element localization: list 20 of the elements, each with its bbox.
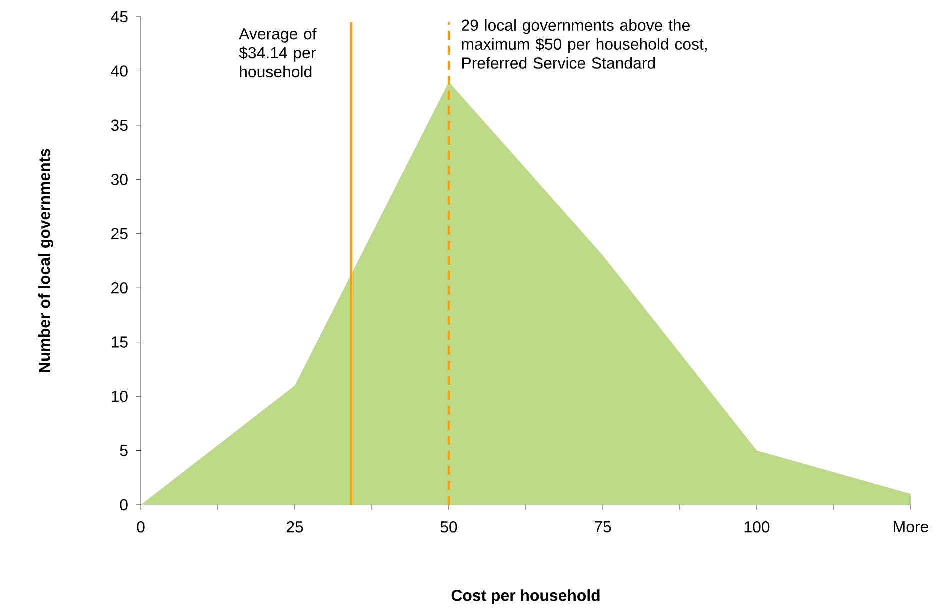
y-tick-label: 5	[120, 445, 128, 456]
y-tick-label: 25	[112, 228, 128, 240]
ref-line-label: Average of $34.14 per household	[239, 28, 317, 78]
y-tick-label: 0	[120, 499, 128, 511]
y-tick-label: 40	[111, 66, 128, 77]
x-tick-label: 0	[137, 522, 145, 533]
y-tick-label: 20	[112, 282, 128, 294]
x-tick-label: More	[894, 522, 928, 533]
y-tick-label: 30	[111, 174, 128, 186]
x-tick-label: 25	[286, 522, 304, 533]
y-tick-label: 10	[112, 390, 128, 402]
y-tick-label: 45	[111, 11, 128, 23]
y-tick-label: 15	[112, 336, 128, 348]
y-axis-title: Number of local governments	[38, 149, 54, 372]
ref-line-label: 29 local governments above the maximum $50 per household cost, Preferred Service Standard	[462, 19, 707, 69]
y-tick-label: 35	[111, 120, 128, 132]
x-axis-title: Cost per household	[452, 590, 600, 604]
x-tick-label: 75	[594, 522, 612, 533]
x-tick-label: 50	[440, 522, 458, 533]
x-tick-label: 100	[744, 522, 770, 533]
